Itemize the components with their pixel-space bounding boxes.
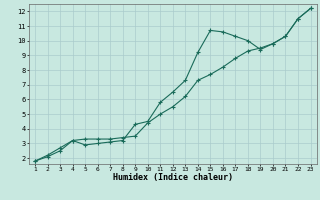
X-axis label: Humidex (Indice chaleur): Humidex (Indice chaleur) — [113, 173, 233, 182]
